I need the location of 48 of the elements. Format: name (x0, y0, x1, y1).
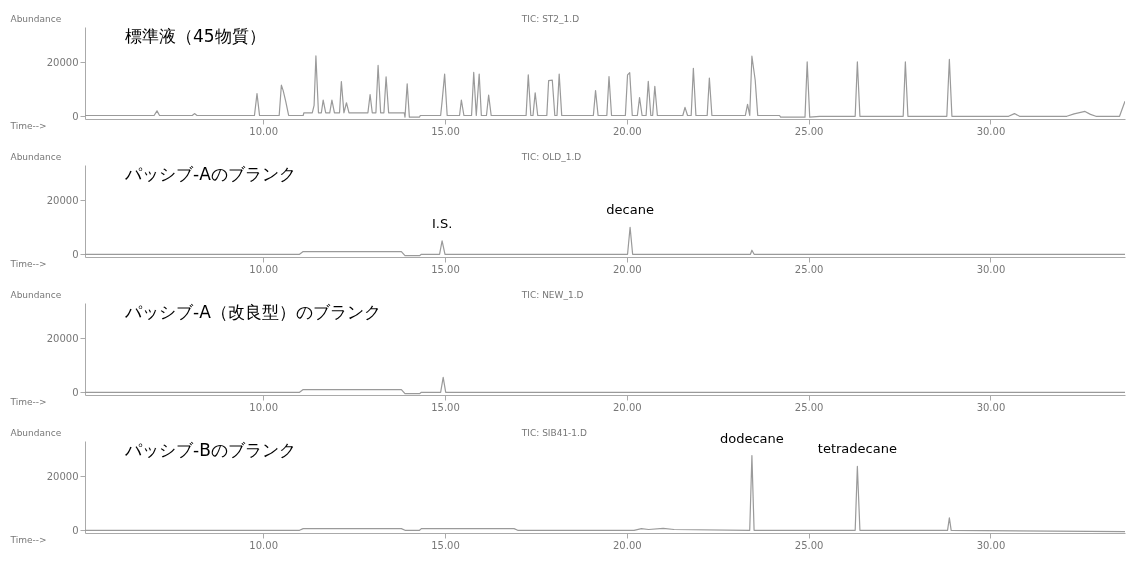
y-tick-label: 20000 (46, 470, 79, 482)
x-tick-label: 25.00 (794, 539, 824, 551)
y-tick-label: 20000 (46, 56, 79, 68)
y-tick-label: 0 (72, 248, 79, 260)
x-tick-label: 30.00 (976, 401, 1006, 413)
x-tick-label: 25.00 (794, 263, 824, 275)
y-tick-label: 20000 (46, 194, 79, 206)
y-tick-label: 0 (72, 110, 79, 122)
annotation: I.S. (431, 215, 453, 231)
x-axis-title: Time--> (9, 120, 47, 131)
x-tick-label: 30.00 (976, 125, 1006, 137)
chart-subtitle: TIC: ST2_1.D (520, 14, 580, 24)
x-tick-label: 15.00 (431, 401, 460, 413)
y-axis-title: Abundance (10, 289, 62, 300)
chart-title: 標準液（45物質） (125, 26, 266, 46)
x-tick-label: 15.00 (431, 125, 460, 137)
x-tick-label: 10.00 (249, 263, 278, 275)
y-tick-label: 0 (72, 524, 79, 536)
x-axis-title: Time--> (9, 534, 47, 545)
x-tick-label: 25.00 (794, 125, 824, 137)
x-tick-label: 15.00 (431, 263, 460, 275)
x-tick-label: 30.00 (976, 539, 1006, 551)
annotation: dodecane (720, 430, 784, 446)
y-axis-title: Abundance (10, 151, 62, 162)
y-axis-title: Abundance (10, 427, 62, 438)
x-tick-label: 15.00 (431, 539, 460, 551)
x-axis-title: Time--> (9, 258, 47, 269)
chart-title: パッシブ-A（改良型）のブランク (124, 302, 381, 322)
chart-subtitle: TIC: SIB41-1.D (520, 428, 587, 438)
x-tick-label: 20.00 (613, 539, 642, 551)
x-tick-label: 20.00 (613, 401, 642, 413)
x-tick-label: 10.00 (249, 401, 278, 413)
x-tick-label: 25.00 (794, 401, 824, 413)
x-tick-label: 10.00 (249, 125, 278, 137)
annotation: tetradecane (817, 441, 897, 457)
y-tick-label: 0 (72, 386, 79, 398)
chart-subtitle: TIC: OLD_1.D (520, 152, 582, 162)
chart-title: パッシブ-Aのブランク (124, 164, 296, 184)
chart-title: パッシブ-Bのブランク (124, 440, 296, 460)
y-tick-label: 20000 (46, 332, 79, 344)
annotation: decane (606, 202, 654, 218)
x-tick-label: 10.00 (249, 539, 278, 551)
x-axis-title: Time--> (9, 396, 47, 407)
x-tick-label: 30.00 (976, 263, 1006, 275)
chart-subtitle: TIC: NEW_1.D (520, 290, 584, 300)
x-tick-label: 20.00 (613, 263, 642, 275)
y-axis-title: Abundance (10, 13, 62, 24)
x-tick-label: 20.00 (613, 125, 642, 137)
